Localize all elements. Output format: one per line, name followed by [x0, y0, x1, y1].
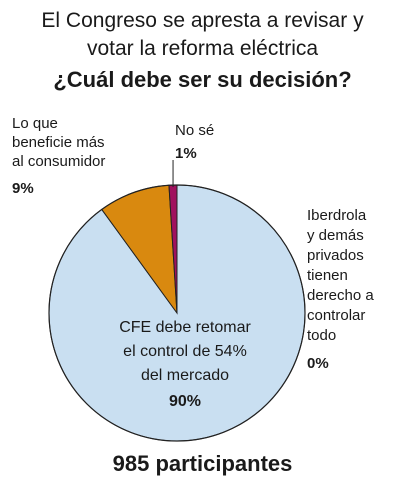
- privados-label-line-5: derecho a: [307, 287, 374, 304]
- consumidor-label-line-1: Lo que: [12, 115, 58, 132]
- chart-question: ¿Cuál debe ser su decisión?: [53, 67, 352, 92]
- chart-title-line-2: votar la reforma eléctrica: [86, 37, 319, 60]
- privados-label-line-1: Iberdrola: [307, 207, 367, 224]
- cfe-value-label: 90%: [169, 393, 201, 410]
- privados-value-label: 0%: [307, 355, 329, 372]
- chart-title-line-1: El Congreso se apresta a revisar y: [41, 9, 364, 32]
- privados-label-line-7: todo: [307, 327, 336, 344]
- participants-count: 985 participantes: [112, 451, 293, 476]
- consumidor-label-line-2: beneficie más: [12, 134, 105, 151]
- privados-label-line-2: y demás: [307, 227, 364, 244]
- cfe-label-line-2: el control de 54%: [123, 343, 247, 360]
- consumidor-label-line-3: al consumidor: [12, 153, 105, 170]
- cfe-label-line-3: del mercado: [141, 367, 229, 384]
- pie-outline: [48, 184, 306, 442]
- privados-label-line-3: privados: [307, 247, 364, 264]
- consumidor-value-label: 9%: [12, 180, 34, 197]
- privados-label-line-6: controlar: [307, 307, 365, 324]
- privados-label-line-4: tienen: [307, 267, 348, 284]
- no-se-label-line-1: No sé: [175, 122, 214, 139]
- cfe-label-line-1: CFE debe retomar: [119, 319, 251, 336]
- no-se-value-label: 1%: [175, 145, 197, 162]
